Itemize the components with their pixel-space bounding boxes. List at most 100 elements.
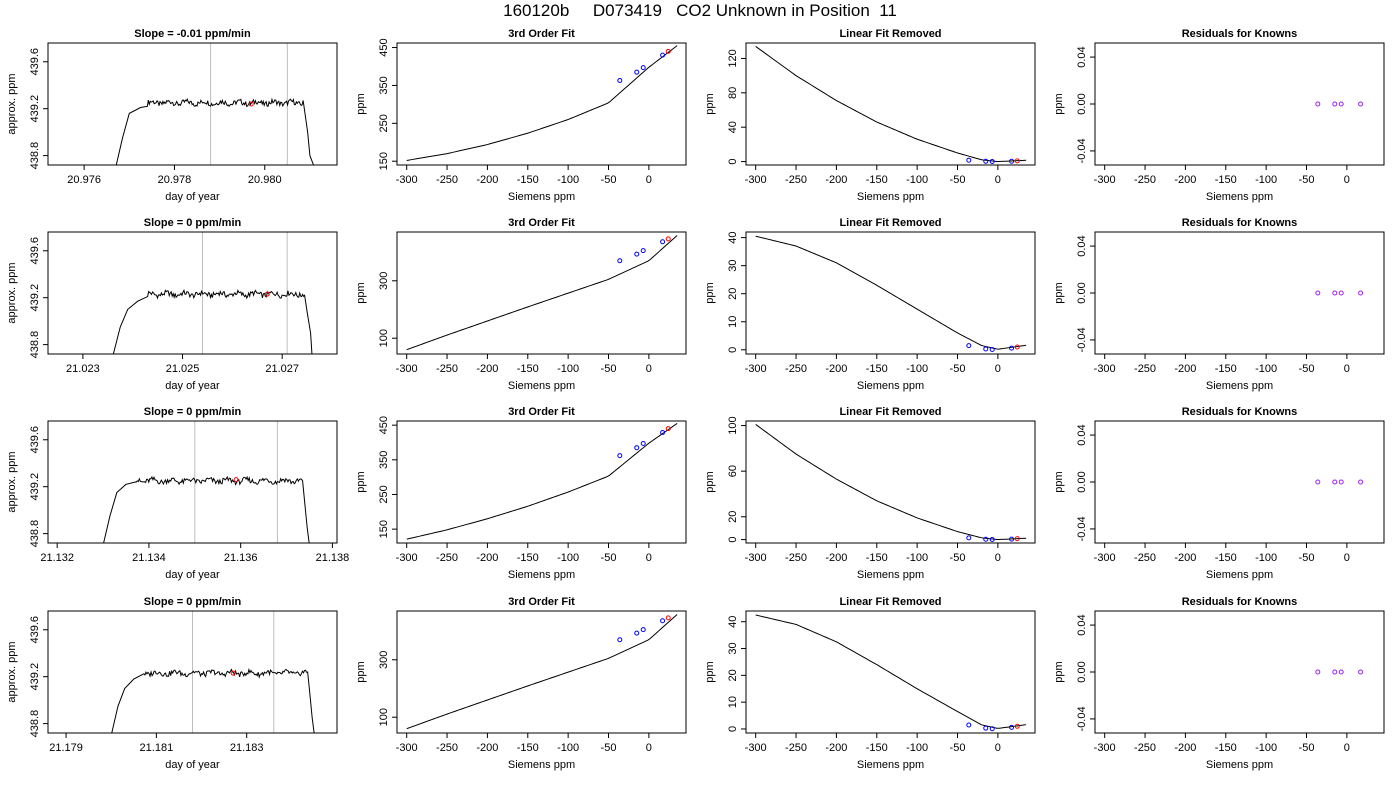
panel-2-1: -300 -250 -200 -150 -100 -50 0 0 10 20 30 40 Linear …	[704, 217, 1036, 392]
x-tick-label: -100	[557, 742, 579, 754]
known-point-1	[983, 536, 989, 542]
x-axis-label: Siemens ppm	[1206, 569, 1273, 581]
x-axis-label: Siemens ppm	[508, 191, 575, 203]
panel-3-2: -300 -250 -200 -150 -100 -50 0 -0.04 0.00 0.04 Res…	[1053, 406, 1385, 581]
x-tick-label: 21.134	[132, 552, 166, 564]
y-tick-label: 10	[727, 696, 739, 708]
panel-3-0: -300 -250 -200 -150 -100 -50 0 -0.04 0.00 0.04 Res…	[1053, 28, 1385, 203]
x-tick-label: 21.027	[265, 363, 299, 375]
plot-frame	[47, 420, 338, 544]
x-tick-label: -150	[517, 742, 539, 754]
x-axis-label: day of year	[165, 569, 220, 581]
panel-title: Linear Fit Removed	[839, 28, 941, 40]
x-tick-label: -100	[906, 363, 928, 375]
x-tick-label: 0	[646, 552, 652, 564]
y-tick-label: 250	[378, 485, 390, 503]
x-tick-label: 0	[995, 174, 1001, 186]
y-tick-label: -0.04	[1076, 138, 1088, 163]
residual-point-1	[1332, 479, 1338, 485]
y-axis-label: ppm	[355, 282, 367, 303]
plot-area	[111, 611, 315, 733]
y-tick-label: 40	[727, 231, 739, 243]
x-tick-label: 21.025	[166, 363, 200, 375]
fit-curve	[406, 235, 678, 351]
y-axis-label: approx. ppm	[6, 451, 18, 512]
residual-point-3	[1358, 290, 1364, 296]
x-tick-label: -250	[785, 552, 807, 564]
x-tick-label: -200	[1174, 363, 1196, 375]
panel-0-0: 20.976 20.978 20.980 438.8 439.2 439.6 Slope =…	[6, 28, 338, 203]
x-tick-label: -150	[866, 363, 888, 375]
x-tick-label: -250	[1134, 742, 1156, 754]
y-axis-label: ppm	[1053, 471, 1065, 492]
panel-title: 3rd Order Fit	[508, 28, 575, 40]
panel-1-2: -300 -250 -200 -150 -100 -50 0 150 250 350 450 3rd …	[355, 406, 687, 581]
y-axis-label: ppm	[704, 282, 716, 303]
plot-area	[406, 45, 678, 161]
plot-area	[755, 424, 1027, 542]
residual-point-1	[1332, 669, 1338, 675]
x-tick-label: -100	[557, 363, 579, 375]
x-tick-label: -300	[745, 742, 767, 754]
x-tick-label: -250	[785, 363, 807, 375]
x-tick-label: 21.023	[66, 363, 100, 375]
unknown-point-0	[665, 615, 671, 621]
plot-area	[1315, 101, 1364, 107]
x-tick-label: 20.976	[67, 174, 101, 186]
known-point-2	[989, 347, 995, 353]
known-point-3	[660, 52, 666, 58]
known-point-3	[660, 239, 666, 245]
plot-frame	[396, 610, 687, 734]
y-tick-label: 450	[378, 38, 390, 56]
panel-3-3: -300 -250 -200 -150 -100 -50 0 -0.04 0.00 0.04 Res…	[1053, 596, 1385, 771]
x-tick-label: -200	[476, 742, 498, 754]
x-tick-label: -150	[866, 742, 888, 754]
residual-point-3	[1358, 669, 1364, 675]
panel-1-1: -300 -250 -200 -150 -100 -50 0 100 300 3rd Order …	[355, 217, 687, 392]
x-tick-label: -300	[1094, 742, 1116, 754]
x-tick-label: -200	[476, 174, 498, 186]
x-tick-label: -300	[745, 552, 767, 564]
plot-area	[115, 43, 315, 165]
unknown-point-0	[665, 48, 671, 54]
x-tick-label: -100	[1255, 363, 1277, 375]
x-tick-label: -50	[601, 363, 617, 375]
plot-area	[1315, 479, 1364, 485]
known-point-3	[1009, 345, 1015, 351]
x-tick-label: -50	[1299, 363, 1315, 375]
x-tick-label: 0	[1344, 363, 1350, 375]
x-tick-label: -100	[1255, 742, 1277, 754]
y-tick-label: 0.00	[1076, 93, 1088, 114]
y-tick-label: 150	[378, 152, 390, 170]
panel-2-2: -300 -250 -200 -150 -100 -50 0 0 20 60 100 Linear F…	[704, 406, 1036, 581]
x-tick-label: -200	[825, 552, 847, 564]
x-tick-label: -100	[906, 174, 928, 186]
y-axis-label: approx. ppm	[6, 73, 18, 134]
panel-title: 3rd Order Fit	[508, 406, 575, 418]
x-tick-label: -300	[745, 363, 767, 375]
y-tick-label: 20	[727, 511, 739, 523]
residual-point-3	[1358, 101, 1364, 107]
x-tick-label: 0	[1344, 742, 1350, 754]
x-tick-label: -100	[557, 552, 579, 564]
x-tick-label: 21.136	[224, 552, 258, 564]
x-tick-label: -150	[517, 174, 539, 186]
x-tick-label: -50	[950, 552, 966, 564]
x-axis-label: Siemens ppm	[1206, 191, 1273, 203]
plot-frame	[745, 610, 1036, 734]
y-tick-label: 0	[727, 726, 739, 732]
x-tick-label: -100	[1255, 552, 1277, 564]
panel-title: 3rd Order Fit	[508, 596, 575, 608]
known-point-0	[617, 637, 623, 643]
x-tick-label: -100	[1255, 174, 1277, 186]
x-tick-label: 0	[995, 742, 1001, 754]
panel-title: Slope = 0 ppm/min	[144, 596, 242, 608]
y-tick-label: 0	[727, 537, 739, 543]
plot-frame	[47, 42, 338, 166]
x-axis-label: Siemens ppm	[1206, 380, 1273, 392]
plot-frame	[1094, 231, 1385, 355]
y-tick-label: 0.00	[1076, 661, 1088, 682]
x-tick-label: -200	[476, 363, 498, 375]
x-tick-label: -50	[601, 174, 617, 186]
x-axis-label: Siemens ppm	[857, 191, 924, 203]
